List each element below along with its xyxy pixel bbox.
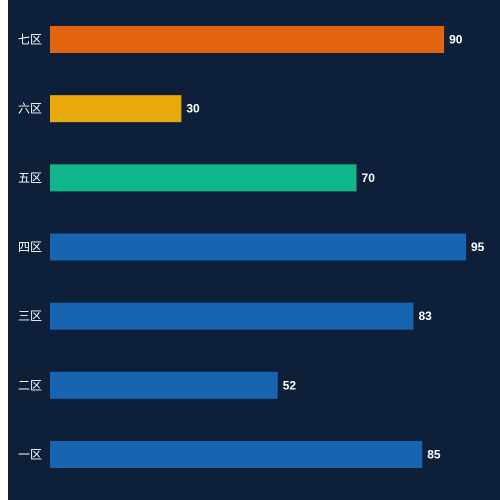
bar-6[interactable] bbox=[50, 95, 182, 123]
y-tick-label-7: 七区 bbox=[18, 33, 42, 47]
chart-canvas: 一区 85 二区 52 三区 83 四区 95 五区 70 六区 30 七区 90 bbox=[18, 26, 485, 468]
y-tick-label-5: 五区 bbox=[18, 171, 42, 185]
y-tick-label-6: 六区 bbox=[18, 102, 42, 116]
data-label-3: 83 bbox=[418, 309, 432, 323]
bar-chart: 一区 85 二区 52 三区 83 四区 95 五区 70 六区 30 七区 90 bbox=[8, 0, 500, 500]
y-tick-label-3: 三区 bbox=[18, 309, 42, 323]
data-label-6: 30 bbox=[186, 102, 200, 116]
y-tick-label-4: 四区 bbox=[18, 240, 42, 254]
data-label-2: 52 bbox=[283, 378, 297, 392]
bar-5[interactable] bbox=[50, 164, 357, 192]
y-tick-label-1: 一区 bbox=[18, 448, 42, 462]
data-label-4: 95 bbox=[471, 240, 485, 254]
data-label-1: 85 bbox=[427, 448, 441, 462]
data-label-5: 70 bbox=[362, 171, 376, 185]
bar-4[interactable] bbox=[50, 233, 466, 261]
y-tick-label-2: 二区 bbox=[18, 378, 42, 392]
bar-3[interactable] bbox=[50, 302, 414, 330]
bar-2[interactable] bbox=[50, 371, 278, 399]
data-label-7: 90 bbox=[449, 33, 463, 47]
bar-1[interactable] bbox=[50, 441, 423, 468]
bar-7[interactable] bbox=[50, 26, 445, 53]
